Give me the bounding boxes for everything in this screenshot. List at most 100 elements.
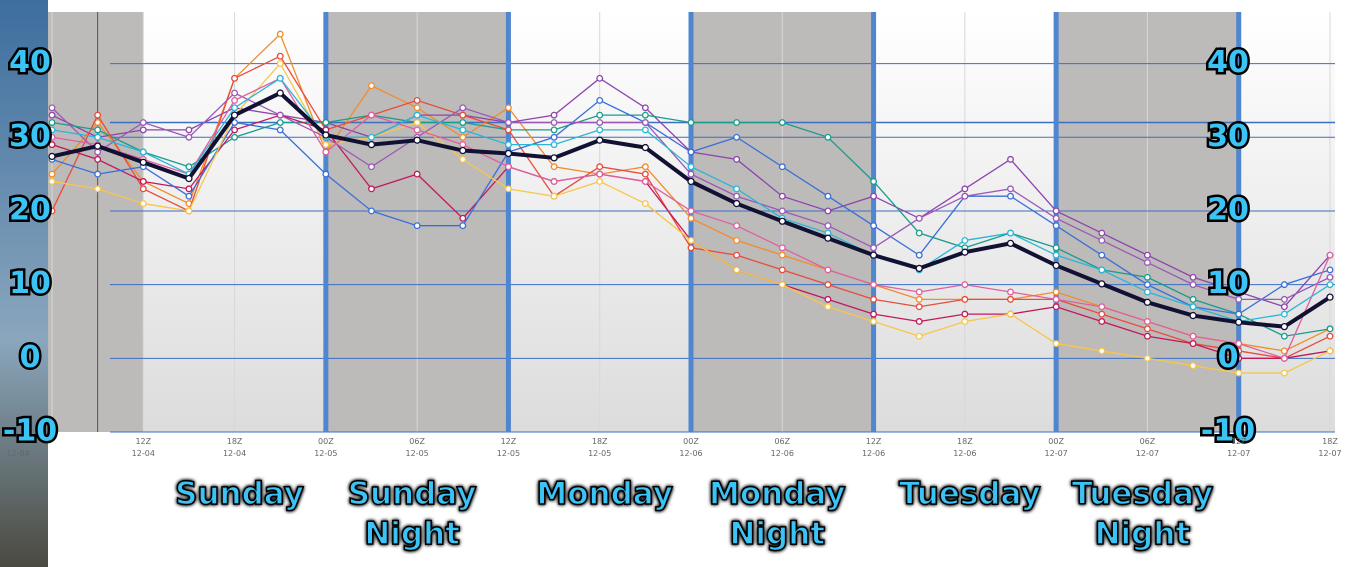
data-point <box>1327 333 1333 339</box>
x-tick-hour: 12Z <box>1231 437 1247 446</box>
data-point <box>597 120 603 126</box>
data-point <box>232 76 238 82</box>
data-point <box>779 208 785 214</box>
data-point <box>369 83 375 89</box>
data-point <box>1053 245 1059 251</box>
data-point <box>1099 319 1105 325</box>
data-point <box>825 208 831 214</box>
data-point <box>460 223 466 229</box>
data-point <box>1099 304 1105 310</box>
data-point <box>1008 157 1014 163</box>
data-point <box>1099 252 1105 258</box>
data-point <box>688 120 694 126</box>
data-point <box>277 127 283 133</box>
data-point <box>140 159 146 165</box>
data-point <box>1099 348 1105 354</box>
data-point <box>277 120 283 126</box>
data-point <box>1190 274 1196 280</box>
x-tick-hour: 12Z <box>501 437 517 446</box>
x-tick-date: 12-04 <box>132 449 155 458</box>
data-point <box>962 319 968 325</box>
period-label: Monday Night <box>702 474 852 554</box>
data-point <box>323 149 329 155</box>
data-point <box>734 120 740 126</box>
data-point <box>323 171 329 177</box>
data-point <box>1145 326 1151 332</box>
data-point <box>506 120 512 126</box>
x-tick-hour: 18Z <box>592 437 608 446</box>
data-point <box>369 208 375 214</box>
data-point <box>825 134 831 140</box>
x-tick-hour: 18Z <box>227 437 243 446</box>
data-point <box>1190 363 1196 369</box>
data-point <box>779 252 785 258</box>
data-point <box>1282 311 1288 317</box>
data-point <box>871 319 877 325</box>
x-tick-date: 12-07 <box>1136 449 1159 458</box>
data-point <box>414 127 420 133</box>
data-point <box>871 223 877 229</box>
data-point <box>1008 311 1014 317</box>
data-point <box>140 127 146 133</box>
data-point <box>551 134 557 140</box>
data-point <box>597 137 603 143</box>
data-point <box>551 179 557 185</box>
data-point <box>369 164 375 170</box>
data-point <box>232 134 238 140</box>
x-tick-hour: 06Z <box>409 437 425 446</box>
data-point <box>688 245 694 251</box>
data-point <box>643 105 649 111</box>
x-tick-date: 12-07 <box>1045 449 1068 458</box>
data-point <box>323 120 329 126</box>
data-point <box>1145 356 1151 362</box>
data-point <box>551 112 557 118</box>
x-tick-hour: 06Z <box>774 437 790 446</box>
data-point <box>597 98 603 104</box>
data-point <box>734 238 740 244</box>
period-label: Sunday <box>155 474 325 514</box>
data-point <box>779 164 785 170</box>
x-tick-date: 12-07 <box>1227 449 1250 458</box>
x-tick-date: 12-06 <box>771 449 794 458</box>
x-tick-date: 12-05 <box>406 449 429 458</box>
data-point <box>49 153 55 159</box>
data-point <box>414 120 420 126</box>
data-point <box>1053 262 1059 268</box>
y-tick-label: 40 <box>9 45 51 80</box>
data-point <box>49 171 55 177</box>
data-point <box>1281 324 1287 330</box>
data-point <box>734 157 740 163</box>
data-point <box>916 289 922 295</box>
y-tick-label: 10 <box>9 266 51 301</box>
data-point <box>1282 282 1288 288</box>
x-tick-date: 12-06 <box>862 449 885 458</box>
data-point <box>414 171 420 177</box>
data-point <box>1099 281 1105 287</box>
data-point <box>1236 319 1242 325</box>
data-point <box>140 149 146 155</box>
data-point <box>916 252 922 258</box>
data-point <box>688 238 694 244</box>
data-point <box>1282 370 1288 376</box>
data-point <box>232 105 238 111</box>
data-point <box>779 245 785 251</box>
data-point <box>1099 230 1105 236</box>
data-point <box>49 112 55 118</box>
y-tick-label-right: 0 <box>1218 340 1239 375</box>
x-tick-date: 12-04 <box>223 449 246 458</box>
data-point <box>688 178 694 184</box>
data-point <box>232 98 238 104</box>
data-point <box>871 193 877 199</box>
data-point <box>460 148 466 154</box>
x-tick-hour: 18Z <box>1322 437 1338 446</box>
data-point <box>551 193 557 199</box>
data-point <box>916 333 922 339</box>
data-point <box>1282 297 1288 303</box>
y-tick-label: -10 <box>3 414 57 449</box>
data-point <box>232 90 238 96</box>
x-tick-hour: 00Z <box>1048 437 1064 446</box>
data-point <box>1145 252 1151 258</box>
x-tick-date: 12-06 <box>953 449 976 458</box>
data-point <box>1282 333 1288 339</box>
data-point <box>277 31 283 37</box>
